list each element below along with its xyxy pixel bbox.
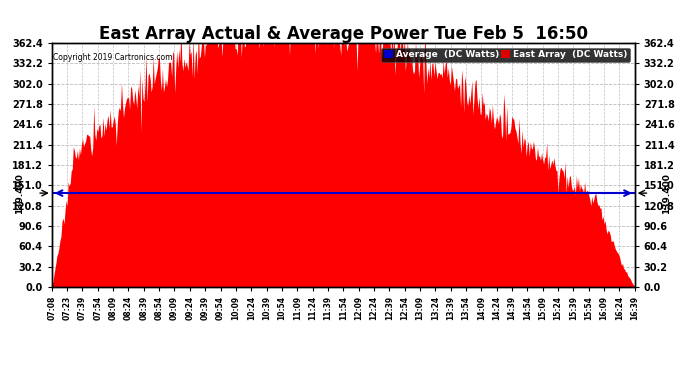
Text: Copyright 2019 Cartronics.com: Copyright 2019 Cartronics.com bbox=[53, 53, 172, 62]
Text: 139.400: 139.400 bbox=[662, 172, 671, 213]
Title: East Array Actual & Average Power Tue Feb 5  16:50: East Array Actual & Average Power Tue Fe… bbox=[99, 25, 588, 43]
Legend: Average  (DC Watts), East Array  (DC Watts): Average (DC Watts), East Array (DC Watts… bbox=[381, 48, 630, 62]
Text: 139.400: 139.400 bbox=[15, 172, 24, 213]
